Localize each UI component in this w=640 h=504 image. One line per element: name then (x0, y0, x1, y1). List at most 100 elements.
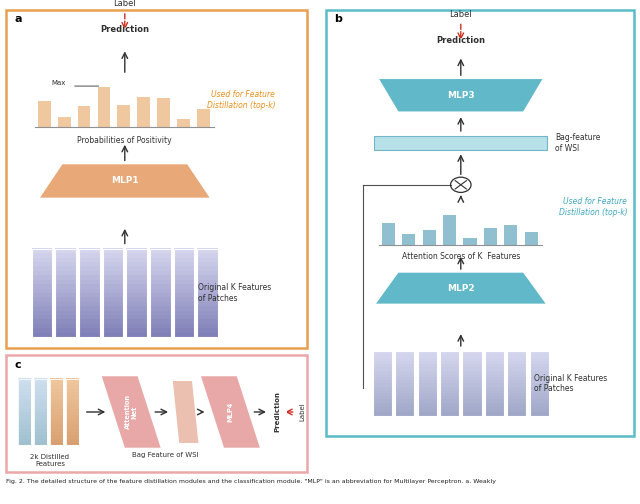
Bar (507, 351, 526, 416)
Text: Original K Features
of Patches: Original K Features of Patches (198, 283, 271, 302)
Bar (440, 367, 460, 370)
Bar (79, 314, 99, 320)
Bar (417, 380, 436, 384)
Bar (31, 332, 52, 337)
Bar (417, 402, 436, 406)
Bar (50, 428, 63, 432)
Bar (525, 232, 538, 245)
Text: MLP1: MLP1 (111, 176, 139, 185)
Text: Prediction: Prediction (436, 36, 485, 45)
Bar (56, 275, 76, 280)
Bar (463, 393, 482, 396)
Bar (50, 415, 63, 419)
Bar (18, 431, 31, 435)
Bar (396, 380, 415, 384)
Bar (463, 367, 482, 370)
Bar (127, 271, 147, 275)
Bar (440, 393, 460, 396)
Bar (326, 10, 634, 436)
Polygon shape (201, 376, 260, 448)
Bar (485, 390, 504, 393)
Bar (372, 396, 392, 400)
Polygon shape (102, 376, 161, 448)
Bar (440, 370, 460, 374)
Text: Max: Max (51, 80, 65, 86)
Bar (56, 314, 76, 320)
Bar (530, 383, 549, 387)
Bar (174, 257, 195, 262)
Bar (79, 292, 99, 297)
Bar (197, 301, 218, 306)
Bar (417, 376, 436, 380)
Bar (197, 271, 218, 275)
Bar (18, 378, 31, 382)
Bar (79, 328, 99, 333)
Bar (31, 266, 52, 271)
Bar (117, 105, 131, 128)
Bar (50, 442, 63, 446)
Polygon shape (380, 79, 543, 111)
Bar (530, 405, 549, 409)
Bar (197, 253, 218, 258)
Bar (197, 319, 218, 324)
Bar (56, 332, 76, 337)
Bar (127, 279, 147, 284)
Bar (485, 386, 504, 390)
Bar (66, 378, 79, 382)
Bar (50, 378, 63, 382)
Bar (396, 364, 415, 367)
Bar (150, 284, 170, 288)
Bar (507, 393, 526, 396)
Text: Bag Feature of WSI: Bag Feature of WSI (132, 452, 198, 458)
Bar (50, 385, 63, 389)
Bar (530, 354, 549, 358)
Bar (463, 364, 482, 367)
Bar (530, 364, 549, 367)
Bar (34, 411, 47, 415)
Bar (102, 262, 123, 267)
Bar (372, 357, 392, 361)
Bar (197, 279, 218, 284)
Bar (127, 319, 147, 324)
Bar (174, 319, 195, 324)
Bar (66, 431, 79, 435)
Bar (18, 382, 31, 386)
Text: Used for Feature
Distillation (top-k): Used for Feature Distillation (top-k) (207, 90, 275, 110)
Bar (18, 408, 31, 412)
Text: Label: Label (449, 10, 472, 19)
Bar (485, 409, 504, 412)
Bar (197, 323, 218, 328)
Bar (102, 257, 123, 262)
Bar (56, 249, 76, 337)
Bar (102, 288, 123, 293)
Bar (79, 249, 99, 337)
Bar (102, 253, 123, 258)
Bar (485, 402, 504, 406)
Bar (530, 396, 549, 400)
Bar (396, 367, 415, 370)
Bar (77, 106, 90, 128)
Bar (102, 310, 123, 315)
Bar (56, 266, 76, 271)
Bar (440, 351, 460, 416)
Text: Bag-feature
of WSI: Bag-feature of WSI (555, 133, 600, 153)
Bar (79, 266, 99, 271)
Bar (372, 380, 392, 384)
Bar (372, 360, 392, 364)
Bar (150, 323, 170, 328)
Bar (56, 262, 76, 267)
Bar (530, 357, 549, 361)
Bar (417, 409, 436, 412)
Bar (66, 392, 79, 395)
Bar (79, 319, 99, 324)
Bar (417, 370, 436, 374)
Bar (38, 101, 51, 128)
Bar (66, 408, 79, 412)
Bar (18, 411, 31, 415)
Bar (127, 301, 147, 306)
Bar (417, 351, 436, 416)
Bar (372, 393, 392, 396)
Text: Attention Scores of K  Features: Attention Scores of K Features (402, 253, 520, 262)
Bar (31, 257, 52, 262)
Bar (79, 253, 99, 258)
